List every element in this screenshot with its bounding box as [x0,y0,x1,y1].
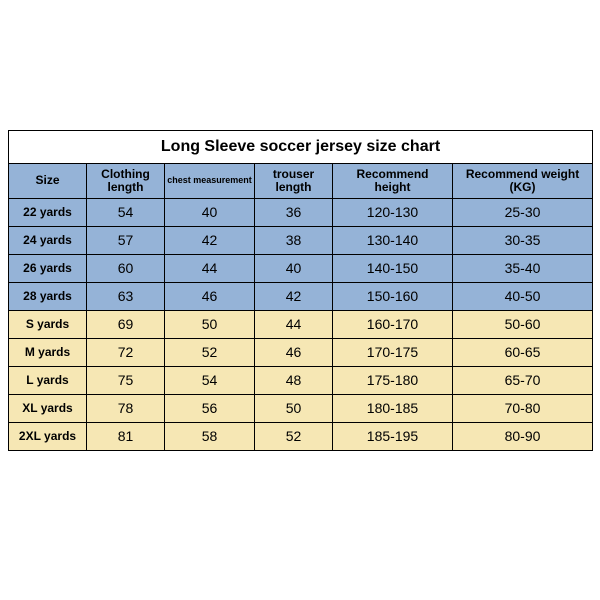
cell-rw: 50-60 [453,311,593,339]
cell-chest: 40 [165,199,255,227]
cell-cl: 54 [87,199,165,227]
cell-rw: 60-65 [453,339,593,367]
size-cell: 22 yards [9,199,87,227]
table-row: 22 yards544036120-13025-30 [9,199,593,227]
table-row: 26 yards604440140-15035-40 [9,255,593,283]
table-row: S yards695044160-17050-60 [9,311,593,339]
cell-tl: 52 [255,423,333,451]
col-header-size: Size [9,164,87,199]
cell-chest: 56 [165,395,255,423]
cell-rw: 80-90 [453,423,593,451]
cell-chest: 44 [165,255,255,283]
cell-cl: 69 [87,311,165,339]
cell-tl: 38 [255,227,333,255]
cell-tl: 40 [255,255,333,283]
size-cell: S yards [9,311,87,339]
cell-tl: 44 [255,311,333,339]
cell-chest: 50 [165,311,255,339]
chart-title: Long Sleeve soccer jersey size chart [9,131,593,164]
cell-rh: 130-140 [333,227,453,255]
cell-cl: 75 [87,367,165,395]
cell-chest: 46 [165,283,255,311]
cell-chest: 52 [165,339,255,367]
cell-cl: 72 [87,339,165,367]
cell-chest: 54 [165,367,255,395]
col-header-tl: trouser length [255,164,333,199]
cell-rw: 65-70 [453,367,593,395]
size-cell: XL yards [9,395,87,423]
cell-rh: 175-180 [333,367,453,395]
col-header-rw: Recommend weight (KG) [453,164,593,199]
size-cell: M yards [9,339,87,367]
header-row: SizeClothinglengthchest measurementtrous… [9,164,593,199]
cell-cl: 63 [87,283,165,311]
cell-tl: 46 [255,339,333,367]
cell-tl: 36 [255,199,333,227]
size-cell: 28 yards [9,283,87,311]
cell-rh: 120-130 [333,199,453,227]
cell-chest: 42 [165,227,255,255]
col-header-rh: Recommendheight [333,164,453,199]
size-chart-table: Long Sleeve soccer jersey size chart Size… [8,130,593,451]
cell-rw: 40-50 [453,283,593,311]
cell-rw: 25-30 [453,199,593,227]
cell-cl: 57 [87,227,165,255]
cell-rh: 150-160 [333,283,453,311]
cell-cl: 78 [87,395,165,423]
cell-tl: 48 [255,367,333,395]
table-row: XL yards785650180-18570-80 [9,395,593,423]
col-header-chest: chest measurement [165,164,255,199]
size-cell: 2XL yards [9,423,87,451]
table-row: M yards725246170-17560-65 [9,339,593,367]
cell-rw: 35-40 [453,255,593,283]
table-row: L yards755448175-18065-70 [9,367,593,395]
chart-title-text: Long Sleeve soccer jersey size chart [161,138,440,155]
cell-rh: 140-150 [333,255,453,283]
table-row: 2XL yards815852185-19580-90 [9,423,593,451]
cell-chest: 58 [165,423,255,451]
size-chart-container: Long Sleeve soccer jersey size chart Size… [8,130,592,451]
table-row: 24 yards574238130-14030-35 [9,227,593,255]
cell-rh: 170-175 [333,339,453,367]
col-header-cl: Clothinglength [87,164,165,199]
cell-rh: 160-170 [333,311,453,339]
size-cell: L yards [9,367,87,395]
title-row: Long Sleeve soccer jersey size chart [9,131,593,164]
cell-cl: 60 [87,255,165,283]
size-cell: 26 yards [9,255,87,283]
cell-rh: 185-195 [333,423,453,451]
cell-rh: 180-185 [333,395,453,423]
size-cell: 24 yards [9,227,87,255]
cell-tl: 42 [255,283,333,311]
cell-tl: 50 [255,395,333,423]
cell-rw: 30-35 [453,227,593,255]
cell-cl: 81 [87,423,165,451]
cell-rw: 70-80 [453,395,593,423]
table-row: 28 yards634642150-16040-50 [9,283,593,311]
